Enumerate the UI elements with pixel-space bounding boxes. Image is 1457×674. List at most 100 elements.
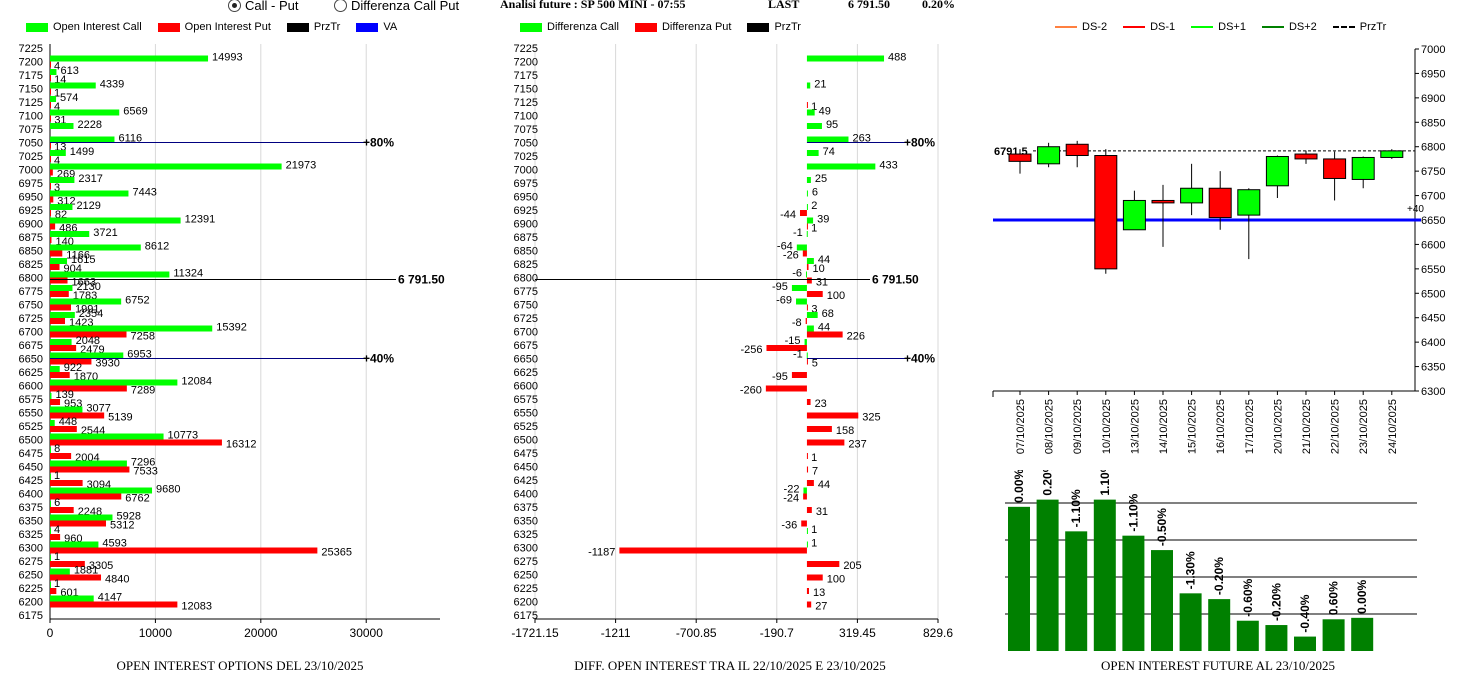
y-tick-label: 6850 bbox=[1421, 117, 1445, 129]
strike-label: 6700 bbox=[514, 327, 538, 339]
strike-label: 6975 bbox=[514, 178, 538, 190]
put-bar bbox=[50, 466, 130, 473]
call-value-label: 1 bbox=[811, 538, 817, 550]
put-bar bbox=[50, 331, 127, 338]
call-bar bbox=[803, 487, 807, 494]
call-bar bbox=[806, 150, 819, 156]
call-bar bbox=[50, 123, 74, 129]
va-line-label: +40 bbox=[1407, 204, 1424, 215]
radio-differenza-label: Differenza Call Put bbox=[351, 0, 460, 13]
call-value-label: -64 bbox=[777, 241, 793, 253]
call-value-label: 1499 bbox=[70, 146, 94, 158]
radio-dot-selected[interactable] bbox=[228, 0, 241, 12]
legend-item-ds-2: DS-2 bbox=[1055, 21, 1107, 33]
top-bar: Call - Put Differenza Call Put Analisi f… bbox=[0, 0, 1457, 14]
call-value-label: 6953 bbox=[127, 349, 151, 361]
strike-label: 6825 bbox=[19, 259, 43, 271]
legend-swatch bbox=[26, 22, 48, 32]
strike-label: 6200 bbox=[19, 597, 43, 609]
strike-label: 6875 bbox=[514, 232, 538, 244]
put-value-label: 25365 bbox=[321, 547, 352, 559]
put-bar bbox=[50, 156, 51, 162]
y-tick-label: 6550 bbox=[1421, 264, 1445, 276]
strike-label: 6725 bbox=[19, 313, 43, 325]
strike-label: 7050 bbox=[19, 138, 43, 150]
put-value-label: 4 bbox=[54, 61, 60, 73]
strike-label: 6525 bbox=[19, 421, 43, 433]
call-bar bbox=[806, 204, 808, 210]
put-bar bbox=[50, 142, 51, 149]
put-bar bbox=[50, 264, 60, 270]
call-value-label: 4 bbox=[54, 524, 60, 536]
put-value-label: 5 bbox=[812, 358, 818, 370]
call-value-label: 1 bbox=[811, 524, 817, 536]
strike-label: 6575 bbox=[19, 394, 43, 406]
call-bar bbox=[806, 82, 811, 89]
strike-label: 6475 bbox=[19, 448, 43, 460]
future-bar bbox=[1008, 506, 1030, 651]
y-tick-label: 6700 bbox=[1421, 191, 1445, 203]
radio-call-put-label: Call - Put bbox=[245, 0, 299, 13]
legend-item-prztr: PrzTr bbox=[286, 21, 340, 33]
call-bar bbox=[806, 190, 808, 197]
call-bar bbox=[50, 325, 213, 332]
future-bar bbox=[1179, 593, 1202, 651]
legend-item-prztr: PrzTr bbox=[1332, 21, 1386, 33]
put-bar bbox=[50, 250, 63, 257]
strike-label: 6650 bbox=[19, 354, 43, 366]
future-bar-label: 1.10% bbox=[1098, 470, 1112, 496]
percent-marker-label: +80% bbox=[904, 136, 935, 150]
put-bar bbox=[50, 237, 52, 243]
call-value-label: 7296 bbox=[131, 457, 155, 469]
strike-label: 6350 bbox=[514, 516, 538, 528]
put-bar bbox=[806, 507, 812, 513]
put-bar bbox=[50, 183, 51, 189]
put-bar bbox=[803, 493, 807, 500]
put-bar bbox=[806, 264, 809, 270]
strike-label: 7125 bbox=[514, 97, 538, 109]
call-bar bbox=[50, 339, 72, 345]
strike-label: 6525 bbox=[514, 421, 538, 433]
put-value-label: 3 bbox=[54, 182, 60, 194]
candlestick-chart: 7000 6950 6900 6850 6800 6750 6700 6650 6600 6550… bbox=[992, 44, 1445, 454]
call-bar bbox=[50, 555, 51, 561]
call-value-label: 2 bbox=[811, 200, 817, 212]
y-tick-label: 6400 bbox=[1421, 337, 1445, 349]
x-tick-label: 07/10/2025 bbox=[1015, 399, 1027, 454]
legend-label: Open Interest Call bbox=[53, 21, 142, 33]
future-bar bbox=[1351, 617, 1374, 651]
strike-label: 6575 bbox=[514, 394, 538, 406]
call-bar bbox=[50, 163, 282, 170]
put-value-label: 5312 bbox=[110, 520, 134, 532]
percent-marker-label: +80% bbox=[363, 136, 394, 150]
future-bar-label: -0.50% bbox=[1155, 508, 1169, 546]
x-tick-label: 09/10/2025 bbox=[1072, 399, 1084, 454]
strike-label: 6900 bbox=[514, 219, 538, 231]
put-value-label: 4 bbox=[54, 155, 60, 167]
call-bar bbox=[50, 379, 178, 386]
put-value-label: 1 bbox=[811, 223, 817, 235]
put-value-label: 5139 bbox=[108, 412, 132, 424]
put-value-label: 13 bbox=[813, 587, 825, 599]
legend-swatch bbox=[747, 22, 770, 32]
call-value-label: -15 bbox=[785, 335, 801, 347]
radio-dot[interactable] bbox=[334, 0, 347, 12]
future-bar-label: 0.00% bbox=[1012, 470, 1026, 503]
call-bar bbox=[50, 366, 60, 372]
legend-line bbox=[1261, 26, 1284, 28]
strike-label: 6700 bbox=[19, 327, 43, 339]
call-value-label: 15392 bbox=[216, 322, 247, 334]
strike-label: 7025 bbox=[19, 151, 43, 163]
call-value-label: -1 bbox=[793, 227, 803, 239]
price-marker-label: 6 791.50 bbox=[398, 273, 445, 287]
radio-differenza-call-put[interactable]: Differenza Call Put bbox=[334, 0, 459, 13]
call-value-label: -6 bbox=[792, 268, 802, 280]
call-bar bbox=[50, 244, 141, 251]
put-bar bbox=[50, 588, 57, 594]
x-tick-label: -700.85 bbox=[676, 626, 717, 640]
radio-call-put[interactable]: Call - Put bbox=[228, 0, 298, 13]
strike-label: 6375 bbox=[19, 502, 43, 514]
strike-label: 6900 bbox=[19, 219, 43, 231]
put-value-label: 7289 bbox=[131, 385, 155, 397]
